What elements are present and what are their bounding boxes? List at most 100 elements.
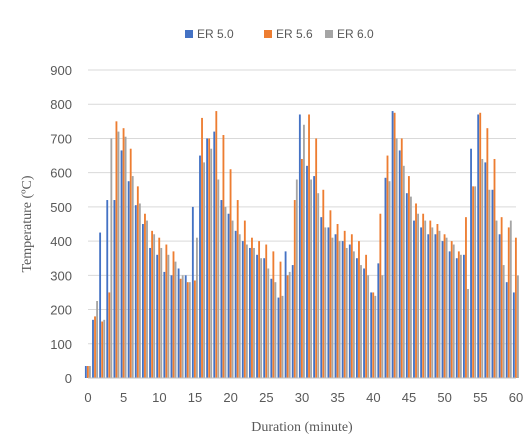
y-tick-label: 300: [50, 268, 72, 283]
bar-er-5-6: [158, 237, 161, 378]
bar-er-5-6: [286, 275, 289, 378]
bar-er-5-6: [300, 158, 303, 378]
bar-er-5-0: [191, 206, 194, 378]
legend-swatch: [325, 30, 333, 38]
bar-er-6-0: [502, 265, 505, 378]
bar-er-6-0: [124, 136, 127, 378]
bar-er-5-0: [120, 150, 123, 378]
bar-er-6-0: [231, 220, 234, 378]
bar-er-5-0: [142, 224, 144, 378]
bar-er-5-6: [115, 121, 118, 378]
y-tick-label: 500: [50, 200, 72, 215]
legend-label: ER 5.6: [276, 27, 313, 41]
bar-er-5-0: [470, 148, 472, 378]
bar-er-5-0: [277, 297, 280, 378]
bar-er-5-6: [493, 158, 496, 378]
bar-er-5-6: [208, 138, 211, 378]
bar-er-6-0: [367, 275, 370, 378]
bar-er-5-0: [270, 278, 273, 378]
legend-label: ER 5.0: [197, 27, 234, 41]
bar-er-5-6: [379, 213, 382, 378]
bar-er-5-6: [272, 251, 275, 378]
bar-er-5-6: [293, 200, 296, 378]
bar-er-5-0: [327, 227, 330, 378]
bar-er-5-6: [450, 241, 453, 378]
x-tick-label: 25: [259, 390, 273, 405]
bar-er-5-6: [465, 217, 467, 378]
bar-er-6-0: [181, 275, 184, 378]
bar-er-5-0: [92, 319, 94, 378]
bar-er-6-0: [410, 196, 412, 378]
x-tick-label: 60: [509, 390, 523, 405]
bar-er-5-6: [486, 128, 489, 378]
bar-er-5-0: [448, 251, 451, 378]
bar-er-5-0: [163, 271, 166, 378]
bar-er-5-6: [343, 230, 346, 378]
x-tick-label: 5: [120, 390, 127, 405]
bar-er-5-0: [377, 263, 380, 378]
bar-er-5-6: [322, 189, 325, 378]
bar-er-5-0: [413, 220, 415, 378]
bar-er-6-0: [374, 295, 377, 378]
bar-er-6-0: [360, 265, 362, 378]
bar-er-6-0: [438, 230, 441, 378]
bar-er-5-0: [370, 292, 373, 378]
bar-er-6-0: [203, 162, 205, 378]
bar-er-5-0: [291, 265, 294, 378]
bar-er-6-0: [224, 206, 227, 378]
bar-er-5-0: [441, 241, 444, 378]
bar-er-6-0: [117, 131, 120, 378]
bar-er-5-6: [400, 138, 403, 378]
bar-er-6-0: [288, 271, 291, 378]
x-axis-title: Duration (minute): [251, 420, 353, 435]
bar-er-6-0: [424, 220, 427, 378]
bar-er-5-6: [350, 234, 353, 378]
bar-er-6-0: [281, 295, 284, 378]
x-tick-label: 50: [437, 390, 451, 405]
bar-er-6-0: [352, 251, 355, 378]
bar-er-6-0: [103, 319, 106, 378]
bar-er-5-6: [201, 117, 203, 378]
bar-er-5-6: [222, 135, 225, 378]
bar-er-6-0: [488, 189, 491, 378]
bar-er-6-0: [267, 268, 270, 378]
bar-er-5-6: [429, 220, 432, 378]
bar-er-5-6: [443, 234, 446, 378]
bar-er-5-6: [86, 366, 89, 378]
bar-er-5-6: [479, 112, 482, 378]
bar-er-5-0: [106, 200, 109, 378]
bar-er-5-0: [356, 258, 358, 378]
bar-er-5-0: [363, 268, 365, 378]
bar-er-5-0: [113, 200, 116, 378]
bar-er-6-0: [174, 261, 177, 378]
bar-er-5-0: [434, 234, 437, 378]
bar-er-5-0: [484, 162, 487, 378]
bar-er-5-6: [308, 114, 310, 379]
bar-er-6-0: [196, 237, 198, 378]
bar-er-5-6: [236, 200, 239, 378]
bar-er-5-0: [156, 254, 159, 378]
bar-er-6-0: [96, 301, 98, 378]
bar-er-6-0: [509, 220, 512, 378]
bar-er-6-0: [495, 220, 498, 378]
bar-er-5-0: [334, 234, 337, 378]
y-tick-label: 700: [50, 131, 72, 146]
bar-er-5-0: [256, 254, 258, 378]
bar-er-5-0: [298, 114, 301, 379]
bar-er-6-0: [295, 179, 298, 378]
bar-er-5-6: [336, 224, 339, 378]
bar-er-6-0: [303, 124, 305, 378]
x-tick-label: 30: [295, 390, 309, 405]
bar-er-5-0: [149, 247, 151, 378]
x-tick-label: 40: [366, 390, 380, 405]
bar-er-6-0: [138, 203, 141, 378]
bar-er-5-6: [514, 237, 517, 378]
bar-er-5-0: [284, 251, 287, 378]
bar-er-6-0: [345, 247, 348, 378]
bar-er-5-0: [512, 292, 515, 378]
bar-er-6-0: [402, 165, 405, 378]
bar-er-5-6: [136, 186, 139, 378]
bar-er-6-0: [89, 366, 91, 378]
bar-er-5-6: [393, 112, 396, 378]
